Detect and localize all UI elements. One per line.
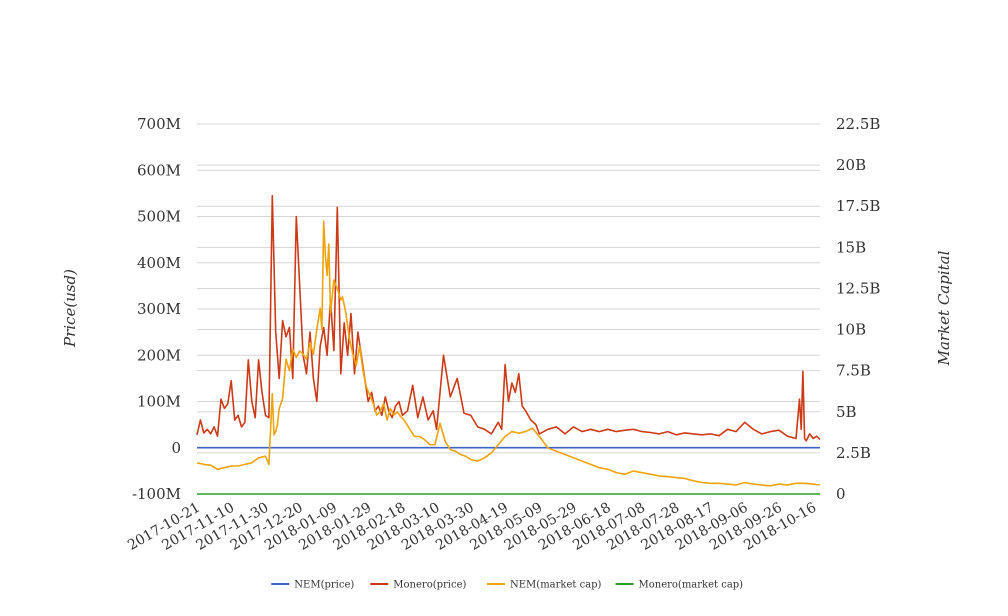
right-tick-label: 20B — [836, 156, 866, 174]
left-tick-label: 300M — [137, 300, 181, 318]
legend-label: NEM(price) — [294, 580, 354, 591]
left-tick-label: -100M — [132, 485, 181, 503]
left-tick-label: 700M — [137, 115, 181, 133]
left-tick-label: 500M — [137, 208, 181, 226]
right-tick-label: 22.5B — [836, 115, 880, 133]
left-tick-label: 600M — [137, 161, 181, 179]
right-tick-label: 10B — [836, 321, 866, 339]
grid-lines — [197, 123, 820, 495]
legend-label: Monero(market cap) — [639, 580, 744, 591]
right-tick-label: 5B — [836, 403, 857, 421]
left-tick-label: 0 — [171, 439, 181, 457]
right-axis-title: Market Capital — [935, 250, 953, 366]
left-axis-title: Price(usd) — [61, 269, 79, 348]
legend-label: NEM(market cap) — [510, 580, 602, 591]
series-line-monero-price — [196, 194, 821, 442]
right-tick-label: 15B — [836, 238, 866, 256]
right-tick-label: 17.5B — [836, 197, 880, 215]
x-axis-ticks: 2017-10-212017-11-102017-11-302017-12-20… — [125, 500, 819, 554]
left-tick-label: 200M — [137, 346, 181, 364]
left-tick-label: 100M — [137, 393, 181, 411]
right-axis-ticks: 0 2.5B 5B 7.5B 10B 12.5B 15B 17.5B 20B 22.5B — [836, 115, 880, 503]
left-axis-ticks: -100M 0 100M 200M 300M 400M 500M 600M 700M — [132, 115, 181, 503]
right-tick-label: 2.5B — [836, 444, 871, 462]
legend-label: Monero(price) — [393, 580, 466, 591]
series-lines — [196, 194, 821, 495]
legend: NEM(price) Monero(price) NEM(market cap) Mo… — [271, 580, 743, 591]
right-tick-label: 0 — [836, 485, 846, 503]
right-tick-label: 7.5B — [836, 362, 871, 380]
right-tick-label: 12.5B — [836, 279, 880, 297]
left-tick-label: 400M — [137, 254, 181, 272]
series-line-nem-market-cap — [196, 220, 821, 487]
